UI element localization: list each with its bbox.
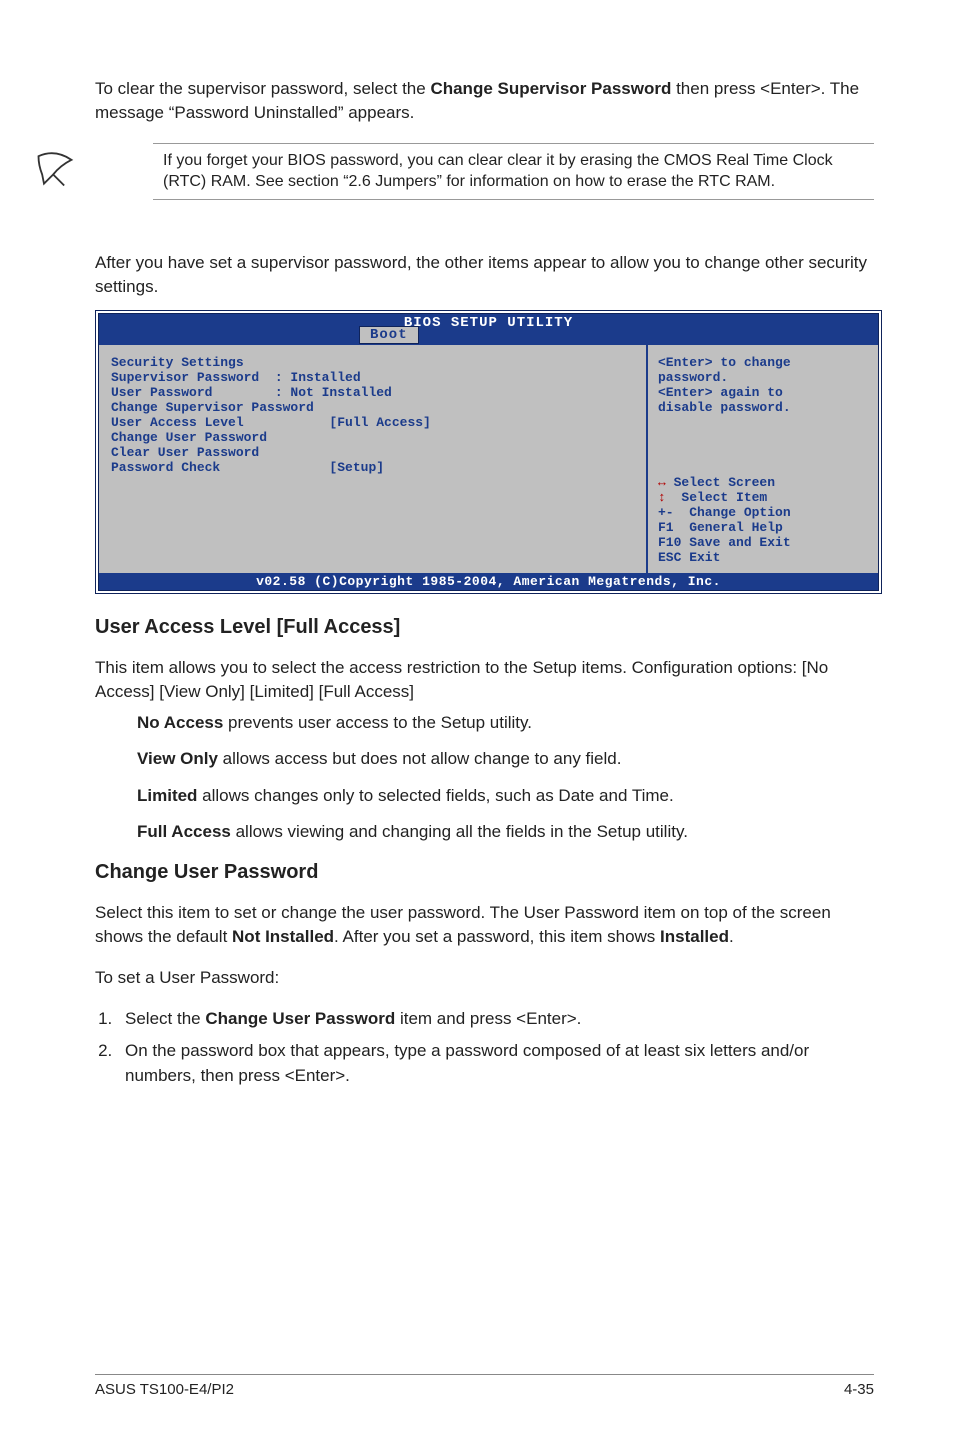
s1-b: Change User Password <box>205 1009 395 1028</box>
intro-paragraph: To clear the supervisor password, select… <box>95 77 874 125</box>
full-access-text: allows viewing and changing all the fiel… <box>231 822 688 841</box>
steps-list: Select the Change User Password item and… <box>95 1007 874 1089</box>
list-item: Limited allows changes only to selected … <box>137 783 874 809</box>
bios-line: Password Check [Setup] <box>111 460 634 475</box>
bios-title: BIOS SETUP UTILITY <box>404 315 573 331</box>
access-level-list: No Access prevents user access to the Se… <box>137 710 874 845</box>
bios-help-line: disable password. <box>658 400 868 415</box>
section2-heading: Change User Password <box>95 861 874 884</box>
nav-text: Select Screen <box>666 475 775 490</box>
bios-header: BIOS SETUP UTILITY Boot <box>99 314 878 345</box>
s1-c: item and press <Enter>. <box>395 1009 581 1028</box>
bios-help-block: <Enter> to change password. <Enter> agai… <box>658 355 868 415</box>
note-row: If you forget your BIOS password, you ca… <box>95 143 874 234</box>
step-2: On the password box that appears, type a… <box>117 1039 874 1088</box>
bios-body: Security Settings Supervisor Password : … <box>99 345 878 573</box>
step-1: Select the Change User Password item and… <box>117 1007 874 1032</box>
nav-select-screen: ↔ Select Screen <box>658 475 868 490</box>
bios-left-pane: Security Settings Supervisor Password : … <box>99 345 648 573</box>
bios-line: Security Settings <box>111 355 634 370</box>
footer-left: ASUS TS100-E4/PI2 <box>95 1381 234 1398</box>
no-access-bold: No Access <box>137 713 223 732</box>
note-box: If you forget your BIOS password, you ca… <box>153 143 874 200</box>
note-text: If you forget your BIOS password, you ca… <box>163 152 833 191</box>
page-footer: ASUS TS100-E4/PI2 4-35 <box>95 1374 874 1398</box>
bios-screenshot: BIOS SETUP UTILITY Boot Security Setting… <box>95 310 882 594</box>
full-access-bold: Full Access <box>137 822 231 841</box>
pen-icon <box>33 147 77 191</box>
list-item: View Only allows access but does not all… <box>137 746 874 772</box>
footer-right: 4-35 <box>844 1381 874 1398</box>
p1-c: . After you set a password, this item sh… <box>334 927 660 946</box>
p1-b: Not Installed <box>232 927 334 946</box>
bios-line: Clear User Password <box>111 445 634 460</box>
nav-change-option: +- Change Option <box>658 505 868 520</box>
p1-e: . <box>729 927 734 946</box>
section2-p1: Select this item to set or change the us… <box>95 901 874 949</box>
bios-line: Change Supervisor Password <box>111 400 634 415</box>
bios-right-pane: <Enter> to change password. <Enter> agai… <box>648 345 878 573</box>
section1-heading: User Access Level [Full Access] <box>95 616 874 639</box>
nav-save-exit: F10 Save and Exit <box>658 535 868 550</box>
p1-d: Installed <box>660 927 729 946</box>
limited-bold: Limited <box>137 786 197 805</box>
no-access-text: prevents user access to the Setup utilit… <box>223 713 532 732</box>
bios-tab: Boot <box>359 326 419 344</box>
after-note-text: After you have set a supervisor password… <box>95 251 874 299</box>
limited-text: allows changes only to selected fields, … <box>197 786 673 805</box>
nav-text: Select Item <box>666 490 767 505</box>
bios-line: User Password : Not Installed <box>111 385 634 400</box>
bios-line: User Access Level [Full Access] <box>111 415 634 430</box>
intro-pre: To clear the supervisor password, select… <box>95 79 430 98</box>
bios-footer: v02.58 (C)Copyright 1985-2004, American … <box>99 573 878 590</box>
section1-p1: This item allows you to select the acces… <box>95 656 874 704</box>
nav-esc: ESC Exit <box>658 550 868 565</box>
arrow-ud-icon: ↕ <box>658 490 666 505</box>
s1-a: Select the <box>125 1009 205 1028</box>
view-only-text: allows access but does not allow change … <box>218 749 622 768</box>
section2-p2: To set a User Password: <box>95 966 874 990</box>
bios-nav-block: ↔ Select Screen ↕ Select Item +- Change … <box>658 475 868 565</box>
list-item: No Access prevents user access to the Se… <box>137 710 874 736</box>
intro-bold: Change Supervisor Password <box>430 79 671 98</box>
nav-select-item: ↕ Select Item <box>658 490 868 505</box>
bios-help-line: password. <box>658 370 868 385</box>
list-item: Full Access allows viewing and changing … <box>137 819 874 845</box>
view-only-bold: View Only <box>137 749 218 768</box>
bios-help-line: <Enter> to change <box>658 355 868 370</box>
nav-general-help: F1 General Help <box>658 520 868 535</box>
arrow-lr-icon: ↔ <box>658 475 666 490</box>
bios-line: Change User Password <box>111 430 634 445</box>
bios-line: Supervisor Password : Installed <box>111 370 634 385</box>
bios-help-line: <Enter> again to <box>658 385 868 400</box>
